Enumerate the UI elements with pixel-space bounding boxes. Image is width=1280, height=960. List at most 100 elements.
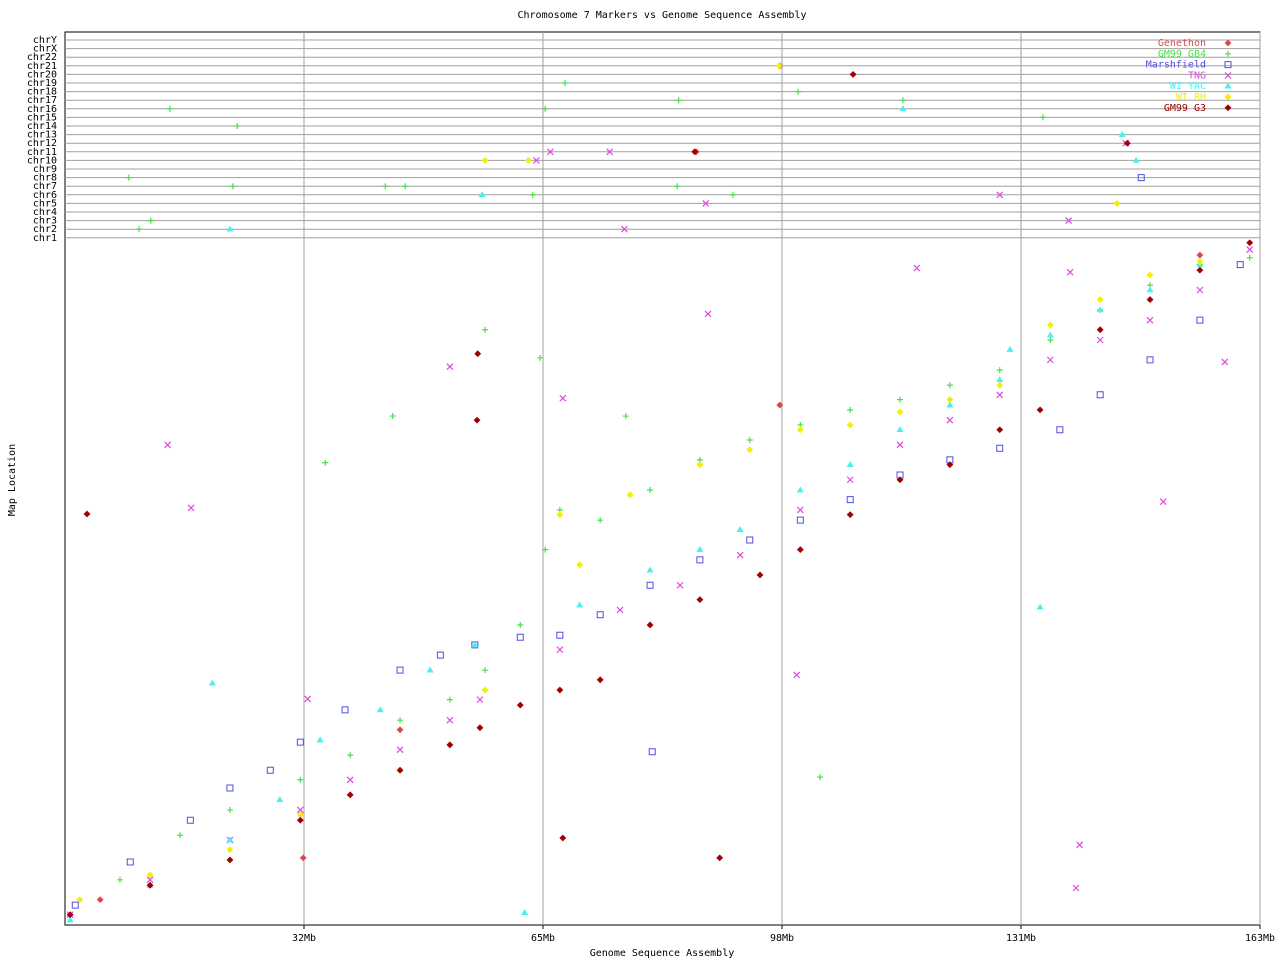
data-point xyxy=(946,382,953,389)
data-point xyxy=(596,676,604,684)
data-point xyxy=(516,633,524,641)
off-chromosome-point xyxy=(1137,174,1145,182)
legend-label: TNG xyxy=(1188,70,1206,81)
data-point xyxy=(296,816,304,824)
legend-marker xyxy=(1224,71,1232,79)
data-point xyxy=(482,667,489,674)
legend-label: GM99 G3 xyxy=(1164,103,1206,114)
data-point xyxy=(164,441,172,449)
legend-label: GM99 GB4 xyxy=(1158,49,1206,60)
data-point xyxy=(1236,261,1244,269)
data-point xyxy=(716,854,724,862)
off-chromosome-point xyxy=(229,183,236,190)
data-point xyxy=(846,461,854,467)
off-chromosome-point xyxy=(402,183,409,190)
data-point xyxy=(704,310,712,318)
data-point xyxy=(322,459,329,466)
off-chromosome-point xyxy=(674,183,681,190)
legend-label: WI RH xyxy=(1176,92,1206,103)
chromosome-label: chr5 xyxy=(33,198,57,209)
off-chromosome-point xyxy=(147,217,154,224)
data-point xyxy=(396,726,404,734)
data-point xyxy=(516,701,524,709)
chromosome-label: chr10 xyxy=(27,155,57,166)
off-chromosome-point xyxy=(532,156,540,164)
data-point xyxy=(276,796,284,802)
data-point xyxy=(1246,239,1254,247)
chromosome-label: chr2 xyxy=(33,224,57,235)
data-point xyxy=(846,511,854,519)
legend-marker xyxy=(1225,50,1231,57)
off-chromosome-point xyxy=(125,174,132,181)
off-chromosome-point xyxy=(620,225,628,233)
data-point xyxy=(1196,266,1204,274)
chart-title: Chromosome 7 Markers vs Genome Sequence … xyxy=(518,10,807,21)
data-point xyxy=(736,551,744,559)
data-point xyxy=(1046,356,1054,364)
off-chromosome-point xyxy=(1065,217,1073,225)
chromosome-label: chr11 xyxy=(27,147,57,158)
data-point xyxy=(266,766,274,774)
chromosome-label: chr16 xyxy=(27,104,57,115)
data-point xyxy=(746,536,754,544)
chromosome-label: chr8 xyxy=(33,173,57,184)
data-point xyxy=(186,816,194,824)
data-point xyxy=(648,748,656,756)
off-chromosome-point xyxy=(478,191,486,198)
off-chromosome-point xyxy=(524,156,532,164)
data-point xyxy=(896,471,904,479)
data-point xyxy=(676,581,684,589)
data-point xyxy=(946,401,954,408)
data-point xyxy=(1196,316,1204,324)
off-chromosome-point xyxy=(226,225,234,232)
data-point xyxy=(1196,258,1204,266)
chromosome-label: chr7 xyxy=(33,181,57,192)
data-point xyxy=(796,486,804,493)
data-point xyxy=(736,526,744,533)
data-point xyxy=(396,746,404,754)
data-point xyxy=(146,876,154,884)
data-point xyxy=(996,426,1004,434)
data-point xyxy=(346,776,354,784)
data-point xyxy=(76,896,84,904)
data-point xyxy=(341,706,349,714)
data-point xyxy=(471,641,479,648)
data-point xyxy=(146,871,154,879)
off-chromosome-point xyxy=(795,88,802,95)
chromosome-label: chr22 xyxy=(27,52,57,63)
legend-label: Marshfield xyxy=(1146,60,1206,71)
off-chromosome-point xyxy=(675,97,682,104)
data-point xyxy=(1096,336,1104,344)
data-point xyxy=(299,854,307,862)
data-point xyxy=(846,496,854,504)
chromosome-label: chr17 xyxy=(27,95,57,106)
data-point xyxy=(1036,406,1044,414)
data-point xyxy=(597,517,604,524)
data-point xyxy=(556,686,564,694)
data-point xyxy=(316,736,324,743)
data-point xyxy=(696,596,704,604)
data-point xyxy=(1096,306,1104,313)
chromosome-label: chrY xyxy=(33,35,57,46)
data-point xyxy=(626,491,634,499)
data-point xyxy=(946,416,954,424)
x-tick-label: 163Mb xyxy=(1245,933,1275,944)
chromosome-label: chr9 xyxy=(33,164,57,175)
data-point xyxy=(913,264,921,272)
off-chromosome-point xyxy=(529,191,536,198)
data-point xyxy=(696,546,704,552)
data-point xyxy=(996,391,1004,399)
legend-marker xyxy=(1224,61,1232,69)
off-chromosome-point xyxy=(542,105,549,112)
data-point xyxy=(83,510,91,518)
legend-marker xyxy=(1224,82,1232,89)
data-point xyxy=(226,784,234,792)
data-point xyxy=(297,776,304,783)
data-point xyxy=(66,911,74,919)
data-point xyxy=(96,896,104,904)
x-tick-label: 98Mb xyxy=(770,933,794,944)
data-point xyxy=(126,858,134,866)
data-point xyxy=(446,716,454,724)
